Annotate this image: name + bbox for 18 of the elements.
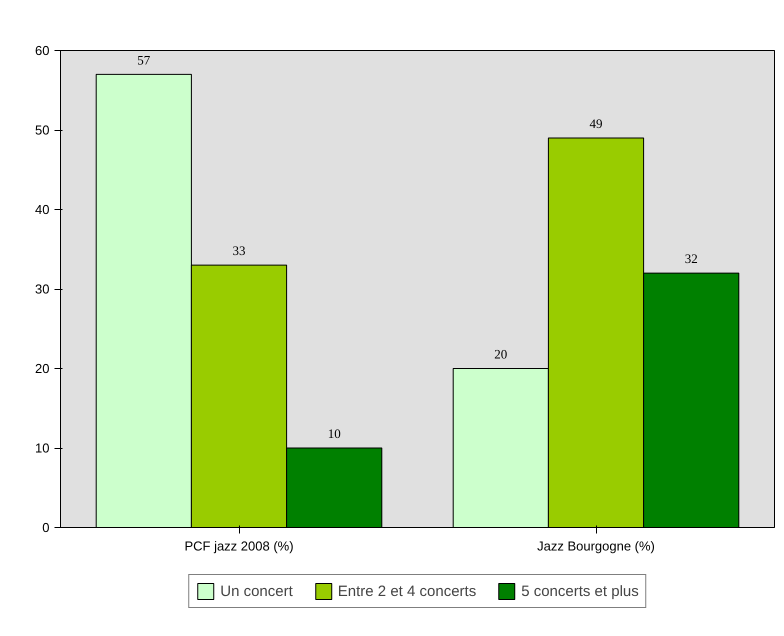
y-tick-label: 40 [35, 202, 50, 217]
y-tick-label: 60 [35, 43, 50, 58]
data-label: 20 [494, 346, 508, 362]
data-label: 33 [232, 243, 246, 258]
y-tick-label: 50 [35, 122, 50, 138]
data-label: 10 [328, 426, 341, 441]
y-tick-label: 10 [35, 440, 50, 456]
x-tick-label: Jazz Bourgogne (%) [537, 538, 655, 554]
x-tick-label: PCF jazz 2008 (%) [184, 538, 294, 554]
legend-label: 5 concerts et plus [521, 582, 639, 600]
data-label: 49 [590, 116, 602, 131]
y-tick-label: 20 [35, 361, 50, 376]
data-label: 32 [684, 251, 698, 266]
y-tick-label: 0 [42, 520, 50, 535]
legend-label: Un concert [220, 582, 293, 600]
y-tick-label: 30 [35, 282, 50, 296]
data-label: 57 [137, 52, 151, 68]
legend-label: Entre 2 et 4 concerts [338, 582, 476, 600]
